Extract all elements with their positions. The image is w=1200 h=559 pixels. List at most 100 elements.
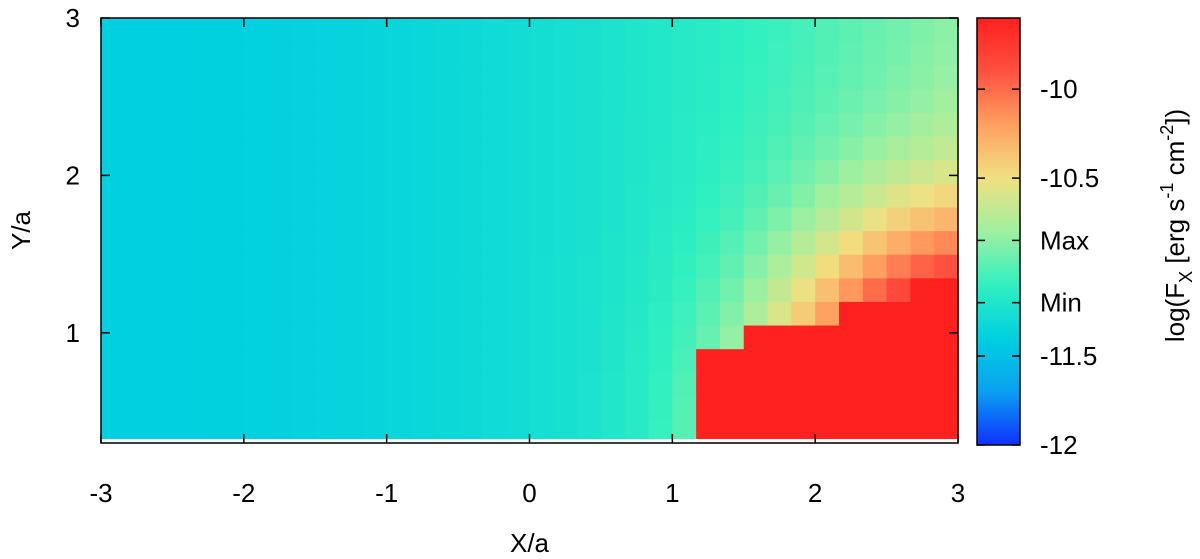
heatmap-cell <box>505 136 531 161</box>
heatmap-cell <box>672 277 697 302</box>
heatmap-cell <box>101 395 126 420</box>
x-tick-label: -3 <box>89 478 112 508</box>
heatmap-cell <box>315 395 340 420</box>
heatmap-cell <box>148 395 174 420</box>
heatmap-cell <box>101 159 126 184</box>
heatmap-cell <box>815 18 840 43</box>
heatmap-cell <box>148 136 174 161</box>
heatmap-cell <box>481 159 507 184</box>
heatmap-cell <box>672 254 697 279</box>
heatmap-cell <box>267 159 293 184</box>
heatmap-cell <box>148 18 174 43</box>
heatmap-cell <box>481 88 507 114</box>
heatmap-cell <box>767 301 792 326</box>
heatmap-cell <box>600 18 626 43</box>
heatmap-cell <box>577 183 602 208</box>
heatmap-cell <box>577 18 602 43</box>
heatmap-cell <box>434 65 459 90</box>
heatmap-cell <box>243 183 269 208</box>
heatmap-cell <box>434 112 459 137</box>
heatmap-cell <box>672 88 697 114</box>
heatmap-cell <box>648 159 673 184</box>
heatmap-cell <box>696 324 721 350</box>
heatmap-cell <box>386 277 412 302</box>
heatmap-cell <box>458 348 483 373</box>
heatmap-cell <box>220 136 245 161</box>
heatmap-cell <box>624 254 650 279</box>
heatmap-cell <box>696 348 721 373</box>
heatmap-cell <box>934 277 959 302</box>
heatmap-cell <box>577 88 602 114</box>
heatmap-cell <box>934 112 959 137</box>
heatmap-cell <box>624 348 650 373</box>
heatmap-cell <box>291 159 316 184</box>
heatmap-cell <box>362 41 388 66</box>
heatmap-cell <box>124 324 150 350</box>
heatmap-cell <box>886 136 911 161</box>
heatmap-cell <box>481 324 507 350</box>
heatmap-cell <box>910 230 935 255</box>
heatmap-cell <box>862 395 888 420</box>
heatmap-cell <box>505 348 531 373</box>
heatmap-cell <box>791 136 816 161</box>
heatmap-cell <box>672 65 697 90</box>
heatmap-cell <box>743 348 769 373</box>
heatmap-cell <box>838 301 864 326</box>
heatmap-cell <box>172 348 197 373</box>
heatmap-cell <box>815 159 840 184</box>
heatmap-cell <box>886 277 911 302</box>
heatmap-cell <box>577 136 602 161</box>
heatmap-cell <box>672 159 697 184</box>
heatmap-cell <box>624 395 650 420</box>
heatmap-cell <box>148 372 174 397</box>
heatmap-cell <box>315 277 340 302</box>
heatmap-cell <box>600 41 626 66</box>
heatmap-cell <box>410 206 435 232</box>
heatmap-cell <box>767 65 792 90</box>
heatmap-cell <box>791 348 816 373</box>
heatmap-cell <box>767 183 792 208</box>
heatmap-cell <box>815 395 840 420</box>
heatmap-cell <box>600 372 626 397</box>
x-tick-label: 0 <box>522 478 536 508</box>
heatmap-cell <box>934 41 959 66</box>
heatmap-cell <box>386 88 412 114</box>
heatmap-cell <box>220 183 245 208</box>
heatmap-cell <box>339 372 364 397</box>
heatmap-cell <box>101 65 126 90</box>
colorbar-tick-label: -10 <box>1040 74 1078 104</box>
colorbar-tick-label: -12 <box>1040 430 1078 460</box>
heatmap-cell <box>291 230 316 255</box>
heatmap-cell <box>172 206 197 232</box>
heatmap-cell <box>148 183 174 208</box>
heatmap-cell <box>101 18 126 43</box>
heatmap-cell <box>529 65 554 90</box>
heatmap-cell <box>672 183 697 208</box>
heatmap-cell <box>862 183 888 208</box>
heatmap-cell <box>267 230 293 255</box>
heatmap-cell <box>362 324 388 350</box>
heatmap-cell <box>172 230 197 255</box>
heatmap-cell <box>743 372 769 397</box>
heatmap-cell <box>434 395 459 420</box>
heatmap-cell <box>481 301 507 326</box>
heatmap-cell <box>767 254 792 279</box>
heatmap-cell <box>577 230 602 255</box>
heatmap-cell <box>196 372 221 397</box>
heatmap-cell <box>767 372 792 397</box>
heatmap-cell <box>672 112 697 137</box>
heatmap-cell <box>386 41 412 66</box>
heatmap-cell <box>148 324 174 350</box>
heatmap-cell <box>481 348 507 373</box>
heatmap-cell <box>148 159 174 184</box>
heatmap-cell <box>196 88 221 114</box>
heatmap-cell <box>243 159 269 184</box>
heatmap-cell <box>458 136 483 161</box>
heatmap-cell <box>553 230 578 255</box>
heatmap-cell <box>220 206 245 232</box>
heatmap-cell <box>267 254 293 279</box>
heatmap-cell <box>505 324 531 350</box>
heatmap-cell <box>339 159 364 184</box>
heatmap-cell <box>719 301 745 326</box>
